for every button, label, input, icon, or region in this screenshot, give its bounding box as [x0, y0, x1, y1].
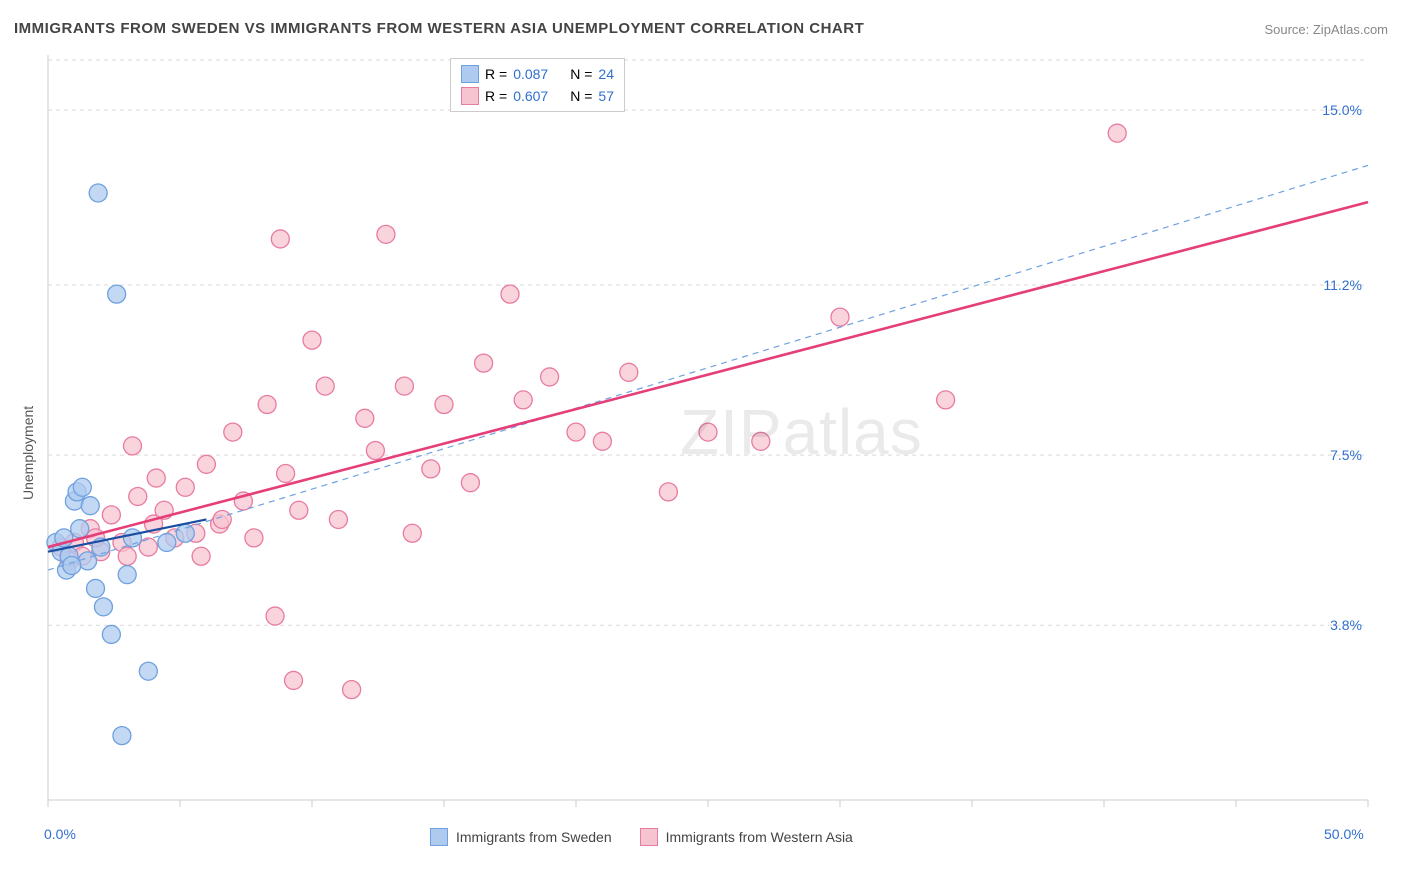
- n-label: N =: [570, 66, 592, 82]
- series-legend: Immigrants from Sweden Immigrants from W…: [430, 828, 853, 846]
- swatch-wasia: [461, 87, 479, 105]
- svg-text:11.2%: 11.2%: [1323, 277, 1362, 293]
- x-axis-min: 0.0%: [44, 826, 76, 842]
- swatch-sweden: [461, 65, 479, 83]
- legend-label-sweden: Immigrants from Sweden: [456, 829, 612, 845]
- scatter-plot-svg: 3.8% 7.5% 11.2% 15.0%: [0, 0, 1406, 892]
- svg-text:15.0%: 15.0%: [1322, 102, 1362, 118]
- r-value-wasia: 0.607: [513, 88, 548, 104]
- n-label: N =: [570, 88, 592, 104]
- chart-container: IMMIGRANTS FROM SWEDEN VS IMMIGRANTS FRO…: [0, 0, 1406, 892]
- n-value-sweden: 24: [598, 66, 614, 82]
- r-value-sweden: 0.087: [513, 66, 548, 82]
- y-axis-label: Unemployment: [20, 406, 36, 500]
- svg-text:3.8%: 3.8%: [1330, 617, 1362, 633]
- correlation-legend: R = 0.087 N = 24 R = 0.607 N = 57: [450, 58, 625, 112]
- legend-label-wasia: Immigrants from Western Asia: [666, 829, 853, 845]
- legend-row-sweden: R = 0.087 N = 24: [461, 63, 614, 85]
- swatch-sweden: [430, 828, 448, 846]
- r-label: R =: [485, 88, 507, 104]
- legend-row-wasia: R = 0.607 N = 57: [461, 85, 614, 107]
- legend-item-sweden: Immigrants from Sweden: [430, 828, 612, 846]
- x-axis-max: 50.0%: [1324, 826, 1364, 842]
- legend-item-wasia: Immigrants from Western Asia: [640, 828, 853, 846]
- swatch-wasia: [640, 828, 658, 846]
- r-label: R =: [485, 66, 507, 82]
- svg-text:7.5%: 7.5%: [1330, 447, 1362, 463]
- n-value-wasia: 57: [598, 88, 614, 104]
